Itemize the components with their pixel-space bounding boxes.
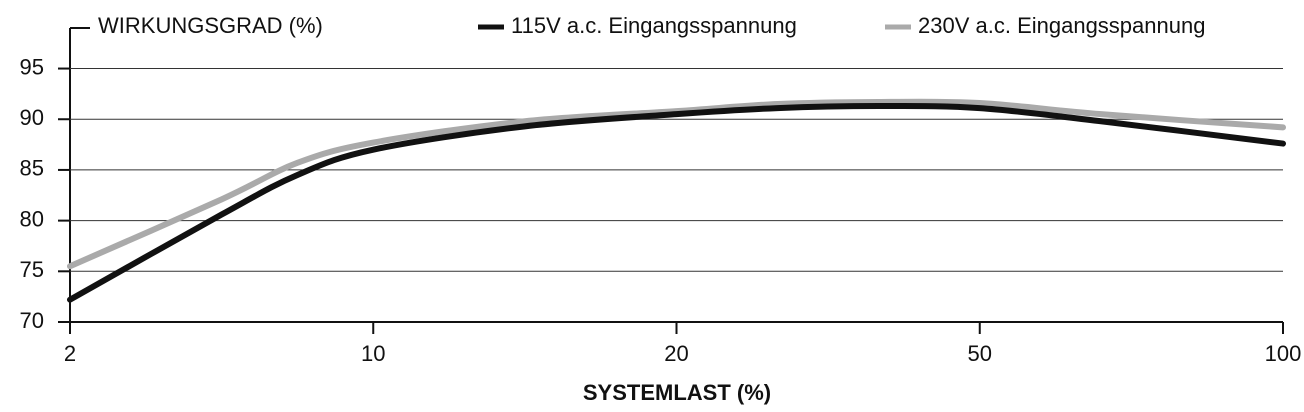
x-tick-label: 100 [1265, 341, 1302, 366]
x-axis-label: SYSTEMLAST (%) [583, 380, 771, 405]
series-line [67, 103, 1286, 303]
legend-label: 115V a.c. Eingangsspannung [511, 13, 797, 38]
y-tick-label: 95 [20, 54, 44, 79]
y-tick-label: 90 [20, 105, 44, 130]
y-tick-label: 70 [20, 308, 44, 333]
x-tick-label: 50 [968, 341, 992, 366]
series-line [67, 98, 1286, 270]
x-tick-label: 20 [664, 341, 688, 366]
x-tick-label: 2 [64, 341, 76, 366]
y-tick-label: 75 [20, 257, 44, 282]
x-tick-label: 10 [361, 341, 385, 366]
legend-label: 230V a.c. Eingangsspannung [918, 13, 1205, 38]
y-tick-label: 85 [20, 156, 44, 181]
y-tick-label: 80 [20, 206, 44, 231]
y-axis-label: WIRKUNGSGRAD (%) [98, 13, 323, 38]
